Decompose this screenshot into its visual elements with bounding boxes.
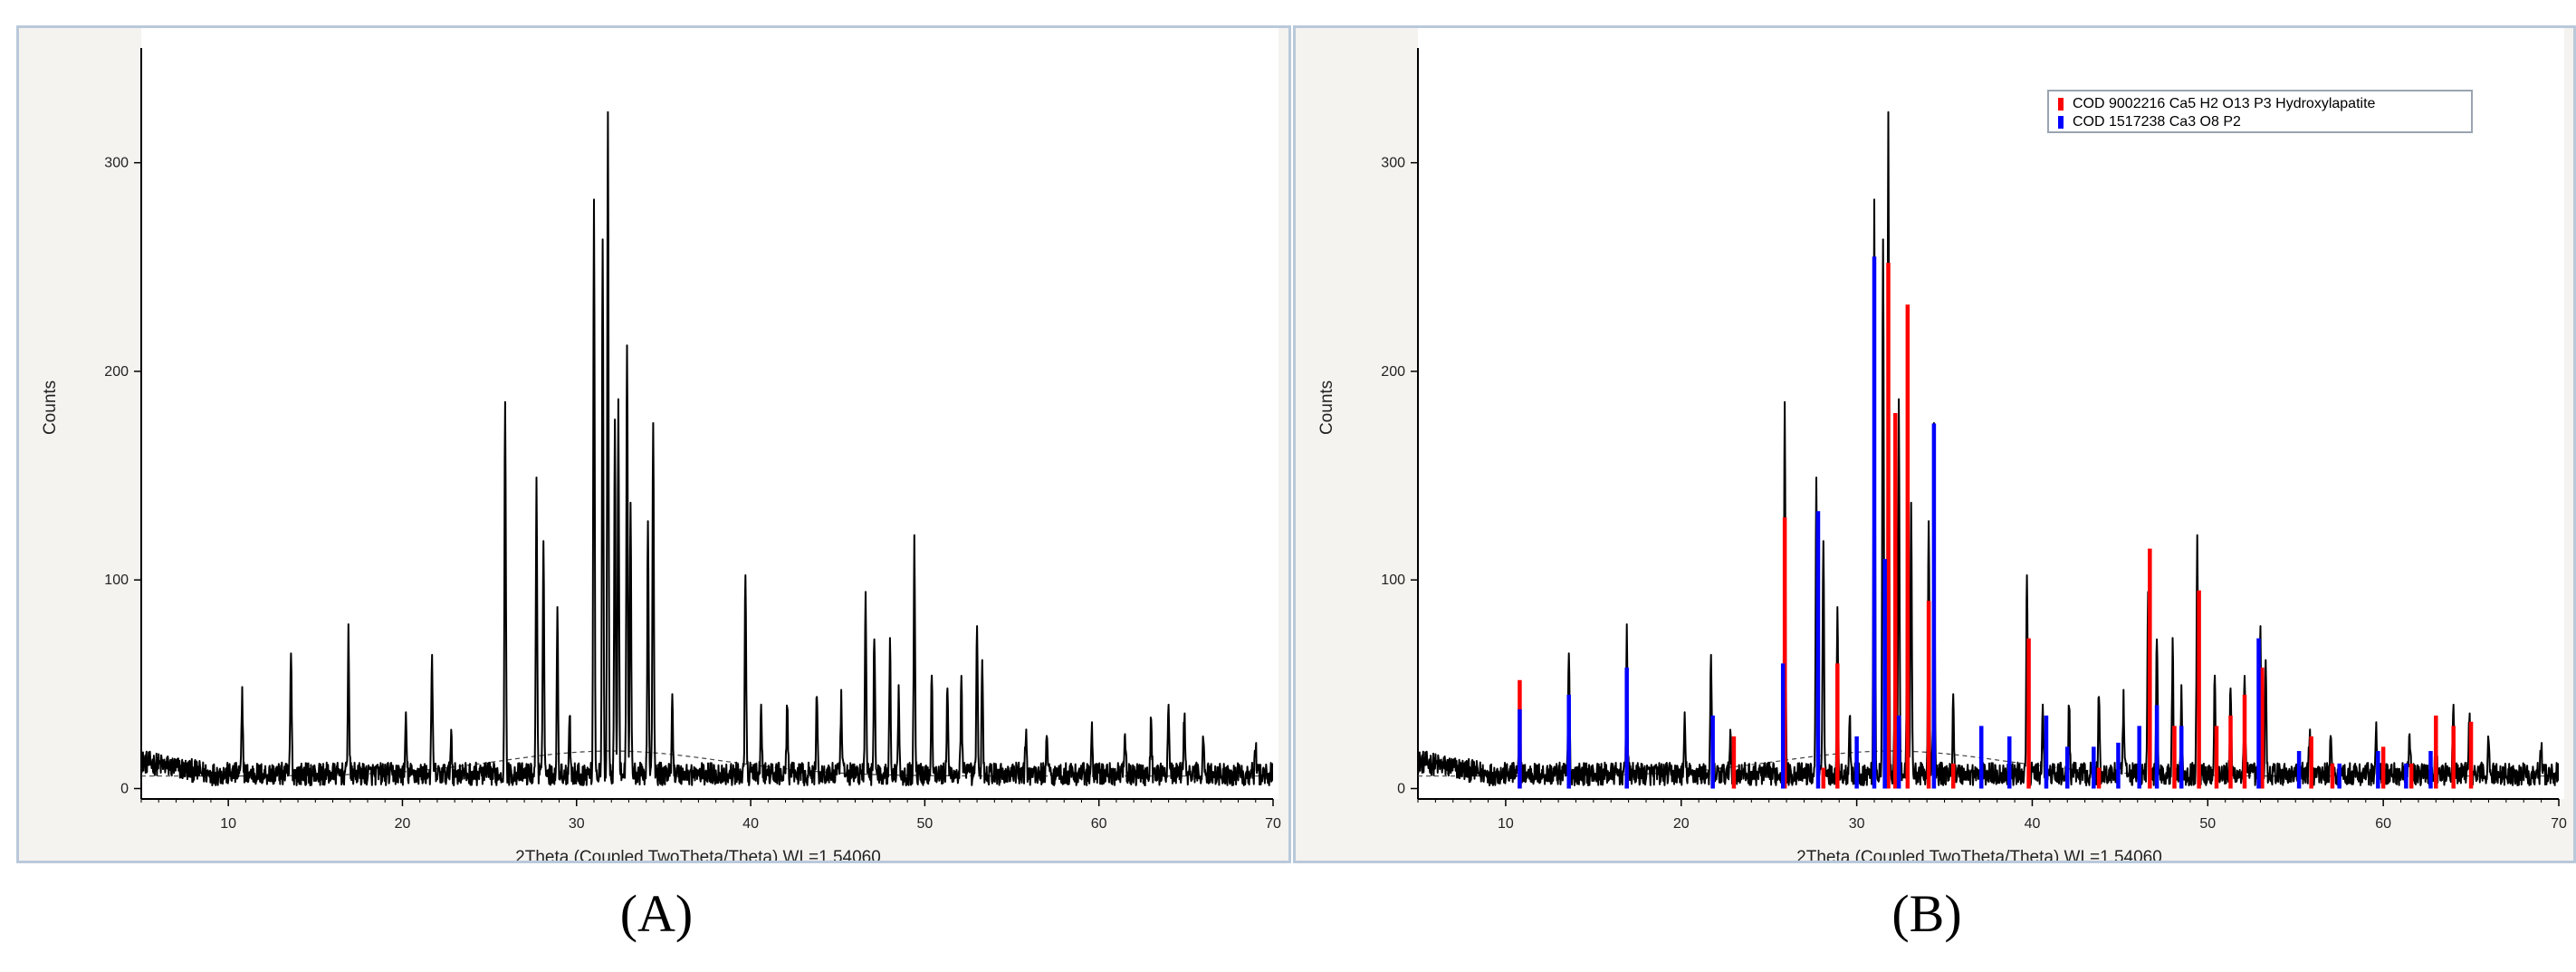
legend-label: COD 9002216 Ca5 H2 O13 P3 Hydroxylapatit… xyxy=(2073,96,2376,111)
panel-label-a: (A) xyxy=(619,884,694,943)
x-tick-label: 10 xyxy=(220,816,236,832)
x-axis-label: 2Theta (Coupled TwoTheta/Theta) WL=1.540… xyxy=(1796,848,2162,861)
y-tick-label: 200 xyxy=(104,364,129,380)
chart-panel-a: 10 20 30 40 50 60 70 0 100 200 300 2Theta (Coupled … xyxy=(16,25,1291,863)
x-tick-label: 10 xyxy=(1498,816,1514,832)
chart-legend: COD 9002216 Ca5 H2 O13 P3 Hydroxylapatit… xyxy=(2047,90,2473,133)
x-tick-label: 20 xyxy=(395,816,411,832)
x-tick-label: 50 xyxy=(916,816,933,832)
y-axis-label: Counts xyxy=(1317,380,1336,435)
x-tick-label: 20 xyxy=(1673,816,1690,832)
legend-entry-calcium-phosphate: COD 1517238 Ca3 O8 P2 xyxy=(2058,113,2241,131)
y-axis-label: Counts xyxy=(41,380,60,435)
plot-area xyxy=(1418,28,2564,799)
x-axis-label: 2Theta (Coupled TwoTheta/Theta) WL=1.540… xyxy=(515,848,881,861)
chart-panel-b: 10 20 30 40 50 60 70 0 100 200 300 2Theta (Coupled … xyxy=(1293,25,2576,863)
xrd-chart-b: 10 20 30 40 50 60 70 0 100 200 300 2Theta (Coupled … xyxy=(1317,28,2567,861)
plot-area xyxy=(141,28,1278,799)
y-tick-label: 0 xyxy=(120,781,129,796)
x-tick-label: 40 xyxy=(742,816,759,832)
y-tick-label: 300 xyxy=(1381,156,1405,171)
series-line-measured xyxy=(1418,111,2559,786)
panel-label-b: (B) xyxy=(1891,884,1962,943)
y-tick-label: 100 xyxy=(104,573,129,588)
x-tick-label: 30 xyxy=(1849,816,1865,832)
x-tick-label: 60 xyxy=(1091,816,1107,832)
x-tick-label: 70 xyxy=(2551,816,2567,832)
legend-entry-hydroxylapatite: COD 9002216 Ca5 H2 O13 P3 Hydroxylapatit… xyxy=(2058,95,2375,113)
y-tick-label: 200 xyxy=(1381,364,1405,380)
y-tick-label: 300 xyxy=(104,156,129,171)
x-tick-label: 70 xyxy=(1265,816,1281,832)
xrd-chart-a: 10 20 30 40 50 60 70 0 100 200 300 2Theta (Coupled … xyxy=(41,28,1281,861)
legend-swatch xyxy=(2058,116,2064,129)
plot-marks xyxy=(141,111,1273,786)
x-tick-label: 30 xyxy=(569,816,585,832)
x-tick-label: 60 xyxy=(2375,816,2391,832)
legend-swatch xyxy=(2058,98,2064,111)
y-tick-label: 0 xyxy=(1397,781,1405,796)
x-tick-label: 40 xyxy=(2025,816,2041,832)
series-line-measured xyxy=(141,111,1273,786)
y-tick-label: 100 xyxy=(1381,573,1405,588)
x-tick-label: 50 xyxy=(2199,816,2216,832)
plot-marks xyxy=(1418,111,2559,789)
legend-label: COD 1517238 Ca3 O8 P2 xyxy=(2073,114,2241,130)
